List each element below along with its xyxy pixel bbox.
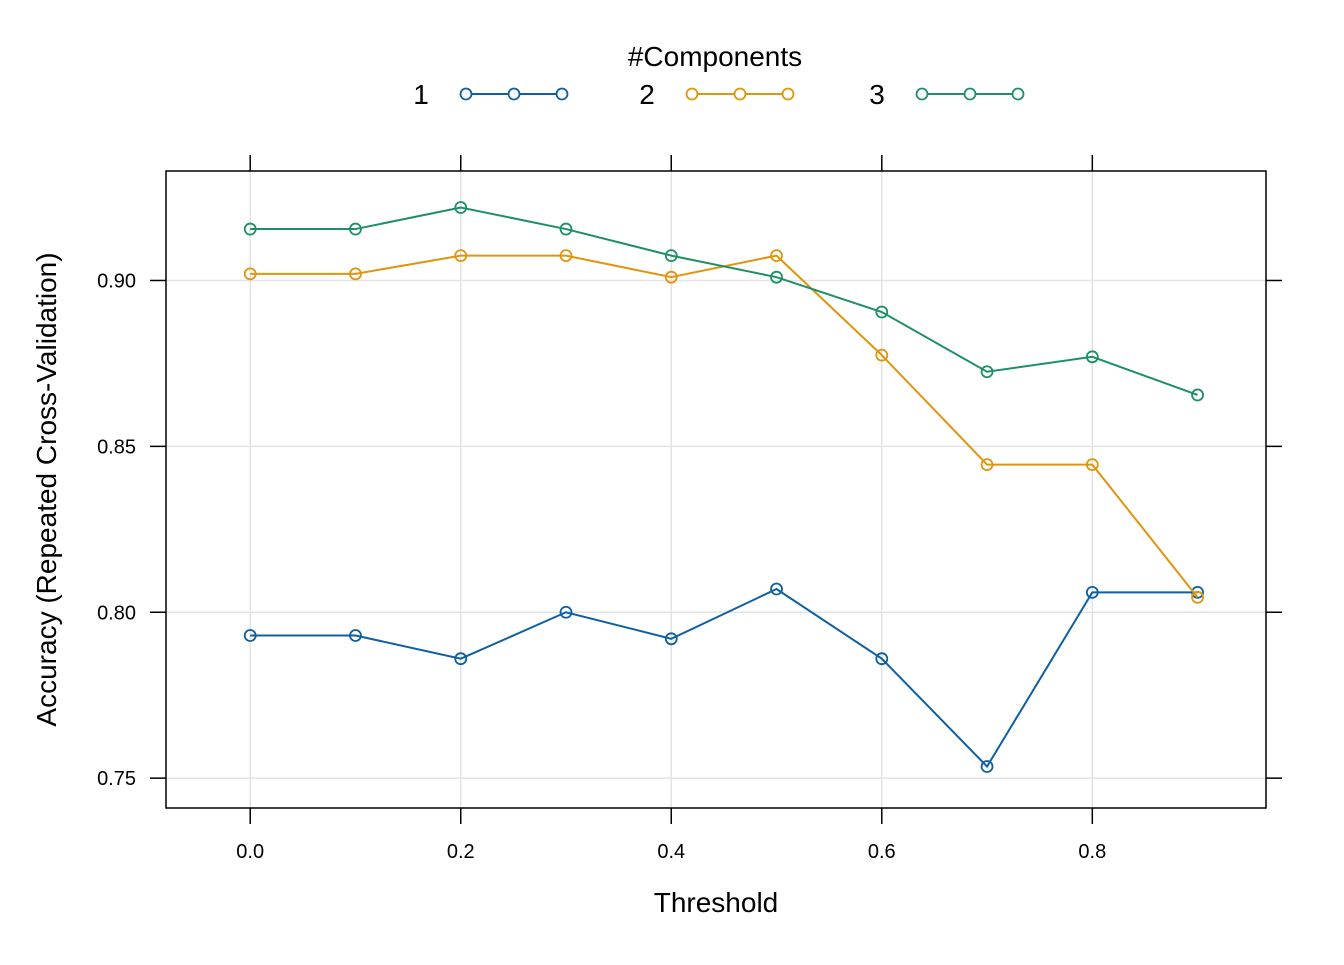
data-point-series-2 (664, 270, 678, 284)
data-point-series-3 (349, 222, 362, 236)
x-tick-label: 0.2 (447, 841, 475, 863)
data-point-series-1 (454, 652, 468, 666)
data-point-series-3 (875, 305, 889, 319)
data-point-series-3 (1191, 388, 1204, 402)
data-point-series-2 (770, 249, 783, 263)
data-point-series-2 (980, 458, 994, 472)
legend-marker-2 (781, 87, 795, 101)
data-point-series-1 (770, 582, 783, 596)
data-point-series-3 (454, 201, 468, 214)
data-point-series-3 (980, 365, 994, 379)
y-tick-label: 0.80 (97, 602, 136, 624)
legend-label-3: 3 (869, 79, 885, 110)
data-point-series-3 (243, 222, 257, 236)
data-point-series-2 (1191, 590, 1204, 604)
data-point-series-1 (243, 629, 257, 642)
legend-label-1: 1 (413, 79, 429, 110)
data-point-series-2 (243, 267, 257, 281)
series-line-3 (250, 206, 1198, 396)
data-point-series-3 (1085, 350, 1099, 364)
data-point-series-1 (875, 652, 889, 666)
y-tick-label: 0.90 (97, 270, 136, 292)
plot-frame (165, 170, 1267, 809)
data-point-series-1 (349, 629, 362, 642)
x-axis-title: Threshold (654, 887, 779, 918)
axes: 0.0 0.2 0.4 0.6 0.8 0.75 0.80 0.85 0.90 (97, 155, 1282, 863)
data-point-series-3 (559, 222, 573, 236)
data-point-series-2 (559, 249, 573, 263)
legend-title: #Components (628, 41, 802, 72)
data-point-series-1 (664, 632, 678, 646)
data-point-series-3 (664, 249, 678, 263)
x-tick-label: 0.0 (236, 841, 264, 863)
legend-marker-3 (915, 87, 929, 101)
y-axis-title: Accuracy (Repeated Cross-Validation) (31, 252, 62, 726)
data-point-series-1 (980, 760, 994, 773)
data-point-series-2 (1085, 458, 1099, 472)
series-line-1 (250, 587, 1198, 769)
data-point-series-2 (349, 267, 362, 281)
legend: #Components 1 2 3 (413, 41, 1025, 110)
legend-marker-3 (1011, 87, 1025, 101)
series-line-2 (250, 254, 1199, 598)
legend-marker-2 (733, 87, 747, 101)
legend-marker-1 (555, 87, 569, 101)
x-tick-label: 0.6 (868, 841, 896, 863)
data-point-series-3 (770, 270, 783, 284)
data-point-series-1 (559, 605, 573, 619)
grid-lines (166, 171, 1266, 808)
legend-marker-2 (685, 87, 699, 101)
legend-marker-1 (507, 87, 521, 101)
series-layer (243, 201, 1204, 773)
y-tick-label: 0.75 (97, 768, 136, 790)
data-point-series-2 (875, 348, 889, 362)
x-tick-label: 0.8 (1078, 841, 1106, 863)
data-point-series-2 (454, 249, 468, 263)
y-tick-label: 0.85 (97, 436, 136, 458)
legend-label-2: 2 (639, 79, 655, 110)
data-point-series-1 (1085, 585, 1099, 599)
legend-marker-3 (963, 87, 977, 101)
x-tick-label: 0.4 (657, 841, 685, 863)
data-point-series-1 (1191, 585, 1204, 599)
legend-marker-1 (459, 87, 473, 101)
